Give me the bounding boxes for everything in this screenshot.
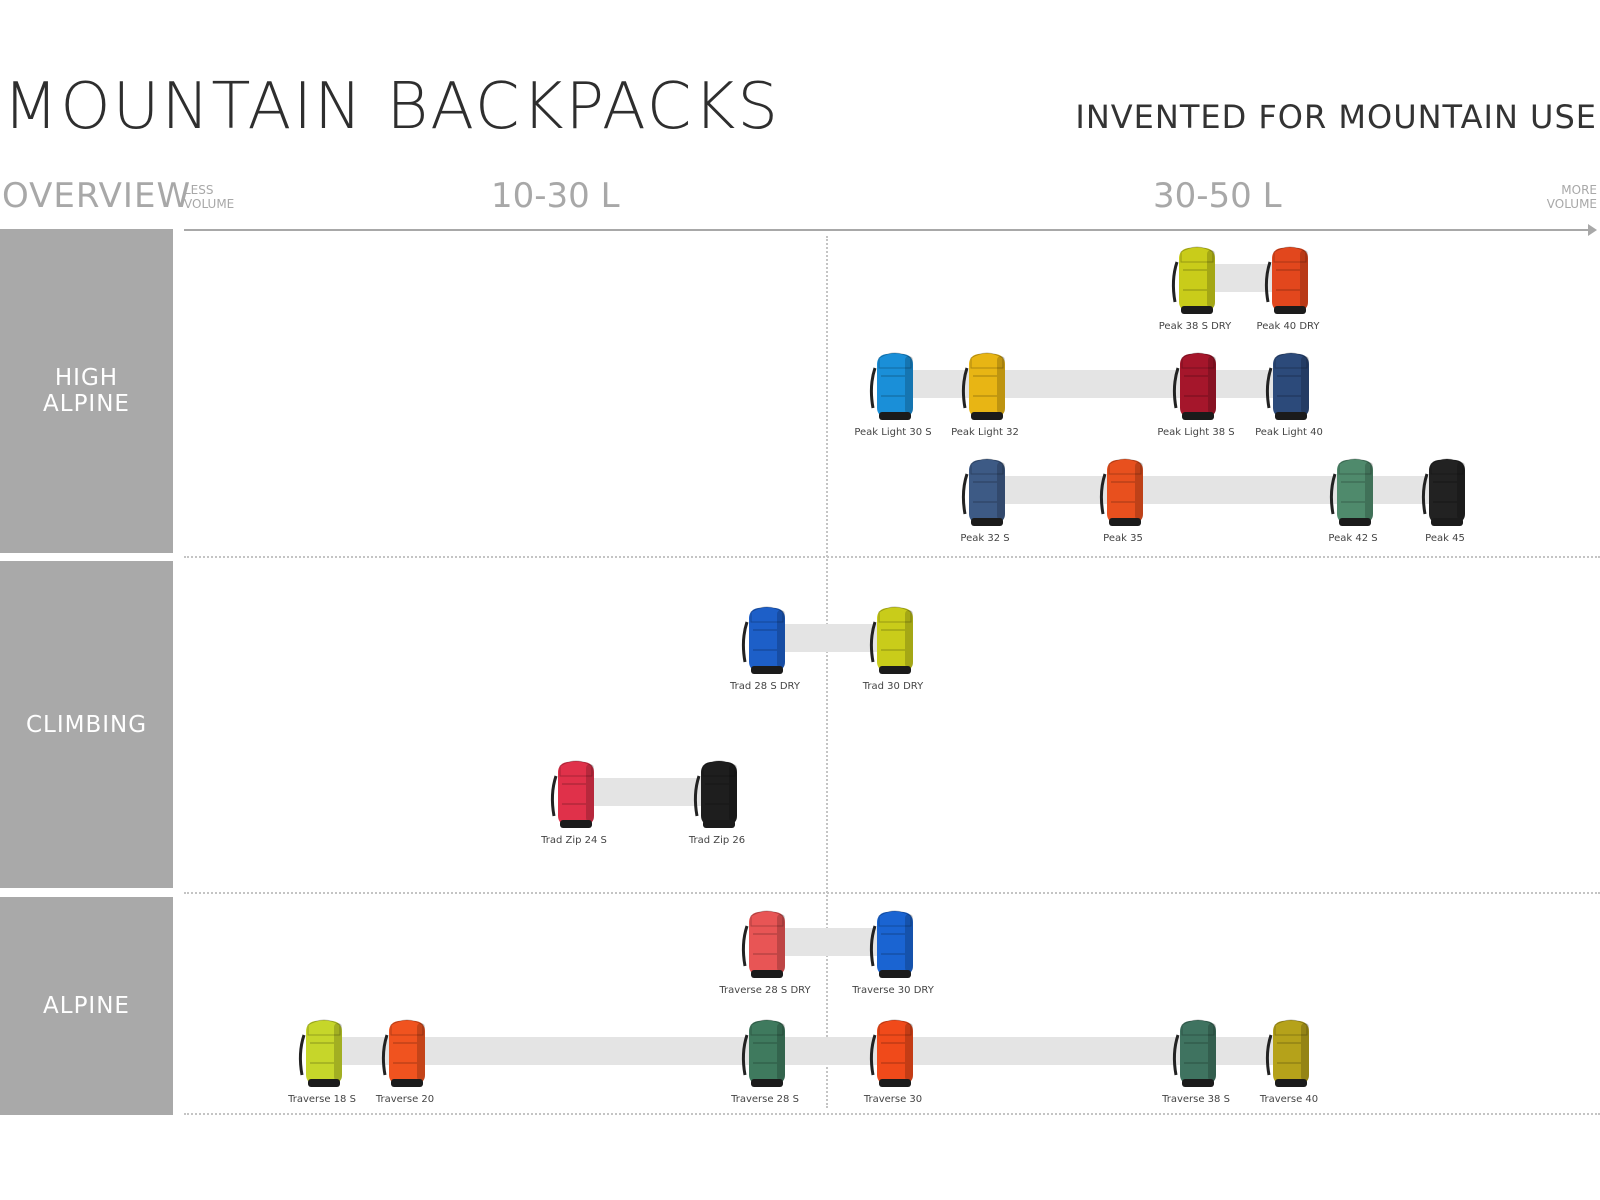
backpack-item[interactable] xyxy=(730,1013,800,1091)
backpack-item[interactable] xyxy=(950,346,1020,424)
backpack-name: Peak 42 S xyxy=(1328,533,1378,544)
backpack-item[interactable] xyxy=(858,1013,928,1091)
backpack-name: Trad Zip 24 S xyxy=(541,835,607,846)
volume-axis xyxy=(184,229,1590,231)
category-climbing: CLIMBING xyxy=(0,561,173,888)
backpack-icon xyxy=(869,606,913,674)
backpack-icon xyxy=(1099,458,1143,526)
backpack-icon xyxy=(1265,1019,1309,1087)
backpack-name: Traverse 30 DRY xyxy=(852,985,934,996)
more-volume-label: MORE VOLUME xyxy=(1546,183,1597,211)
row-divider xyxy=(184,1113,1600,1115)
backpack-item[interactable] xyxy=(1253,240,1323,318)
backpack-item[interactable] xyxy=(1254,346,1324,424)
backpack-item[interactable] xyxy=(858,600,928,678)
volume-range-bar xyxy=(322,1037,1289,1065)
row-divider xyxy=(184,556,1600,558)
backpack-item[interactable] xyxy=(950,452,1020,530)
row-divider xyxy=(184,892,1600,894)
backpack-name: Peak Light 32 xyxy=(951,427,1019,438)
volume-range-bar xyxy=(574,778,717,806)
backpack-name: Trad 28 S DRY xyxy=(730,681,800,692)
backpack-icon xyxy=(381,1019,425,1087)
page-subtitle: INVENTED FOR MOUNTAIN USE xyxy=(1075,98,1597,136)
backpack-name: Peak Light 38 S xyxy=(1157,427,1235,438)
range-label-30-50: 30-50 L xyxy=(1153,176,1282,216)
backpack-item[interactable] xyxy=(1161,346,1231,424)
backpack-icon xyxy=(550,760,594,828)
backpack-name: Traverse 30 xyxy=(863,1094,923,1105)
backpack-name: Traverse 28 S xyxy=(731,1094,799,1105)
less-volume-label: LESS VOLUME xyxy=(184,183,235,211)
backpack-icon xyxy=(298,1019,342,1087)
backpack-icon xyxy=(1172,1019,1216,1087)
backpack-icon xyxy=(961,458,1005,526)
range-label-10-30: 10-30 L xyxy=(491,176,620,216)
volume-divider xyxy=(826,236,828,1108)
category-high-alpine: HIGH ALPINE xyxy=(0,229,173,553)
backpack-name: Peak 32 S xyxy=(960,533,1010,544)
backpack-item[interactable] xyxy=(682,754,752,832)
backpack-name: Trad 30 DRY xyxy=(862,681,924,692)
backpack-icon xyxy=(869,352,913,420)
backpack-name: Traverse 18 S xyxy=(288,1094,356,1105)
backpack-item[interactable] xyxy=(1161,1013,1231,1091)
volume-range-bar xyxy=(893,370,1289,398)
backpack-item[interactable] xyxy=(370,1013,440,1091)
backpack-item[interactable] xyxy=(1254,1013,1324,1091)
backpack-icon xyxy=(693,760,737,828)
page-title: MOUNTAIN BACKPACKS xyxy=(3,70,780,144)
backpack-name: Traverse 20 xyxy=(375,1094,435,1105)
backpack-name: Traverse 28 S DRY xyxy=(719,985,811,996)
backpack-icon xyxy=(741,1019,785,1087)
backpack-icon xyxy=(741,910,785,978)
backpack-name: Peak 35 xyxy=(1103,533,1143,544)
backpack-name: Traverse 40 xyxy=(1259,1094,1319,1105)
backpack-item[interactable] xyxy=(858,904,928,982)
backpack-icon xyxy=(1172,352,1216,420)
backpack-icon xyxy=(741,606,785,674)
backpack-item[interactable] xyxy=(1318,452,1388,530)
backpack-name: Traverse 38 S xyxy=(1162,1094,1230,1105)
backpack-item[interactable] xyxy=(1410,452,1480,530)
backpack-item[interactable] xyxy=(539,754,609,832)
backpack-name: Peak Light 30 S xyxy=(854,427,932,438)
backpack-item[interactable] xyxy=(1088,452,1158,530)
backpack-icon xyxy=(961,352,1005,420)
backpack-icon xyxy=(1171,246,1215,314)
backpack-icon xyxy=(1329,458,1373,526)
backpack-icon xyxy=(869,910,913,978)
backpack-item[interactable] xyxy=(1160,240,1230,318)
backpack-item[interactable] xyxy=(730,600,800,678)
category-alpine: ALPINE xyxy=(0,897,173,1115)
backpack-name: Peak 45 xyxy=(1425,533,1465,544)
backpack-item[interactable] xyxy=(287,1013,357,1091)
backpack-item[interactable] xyxy=(858,346,928,424)
backpack-icon xyxy=(1265,352,1309,420)
backpack-name: Trad Zip 26 xyxy=(688,835,746,846)
backpack-icon xyxy=(1421,458,1465,526)
backpack-icon xyxy=(1264,246,1308,314)
backpack-name: Peak Light 40 xyxy=(1255,427,1323,438)
backpack-icon xyxy=(869,1019,913,1087)
backpack-name: Peak 40 DRY xyxy=(1256,321,1320,332)
backpack-name: Peak 38 S DRY xyxy=(1158,321,1232,332)
backpack-item[interactable] xyxy=(730,904,800,982)
overview-label: OVERVIEW xyxy=(2,176,192,216)
axis-arrow-icon xyxy=(1588,224,1597,236)
